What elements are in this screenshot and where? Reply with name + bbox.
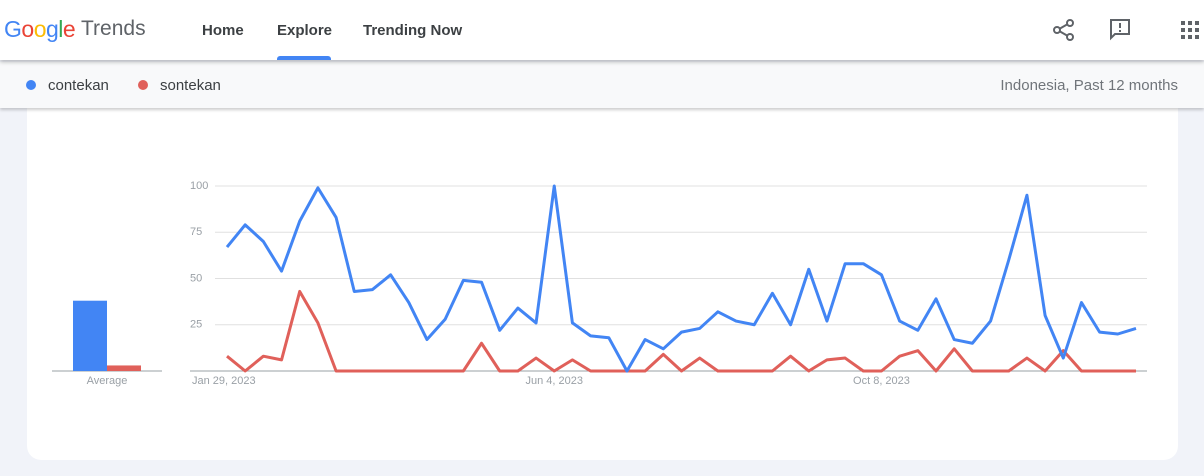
apps-icon[interactable] [1180, 20, 1200, 40]
nav-explore[interactable]: Explore [277, 22, 333, 39]
feedback-icon[interactable] [1108, 17, 1132, 41]
legend-dot [26, 80, 36, 90]
legend-label[interactable]: contekan [48, 77, 109, 94]
series-line [225, 184, 1137, 373]
x-tick-label: Jan 29, 2023 [192, 375, 256, 387]
series-line [226, 289, 1136, 373]
top-bar: Google Trends Home Explore Trending Now [0, 0, 1204, 60]
region-period[interactable]: Indonesia, Past 12 months [1000, 77, 1178, 94]
active-tab-indicator [277, 56, 331, 60]
x-tick-label: Oct 8, 2023 [853, 375, 910, 387]
share-icon[interactable] [1052, 18, 1076, 42]
chart-card [27, 100, 1178, 460]
y-tick-label: 25 [190, 319, 202, 331]
nav-home[interactable]: Home [202, 22, 244, 39]
average-bar [73, 300, 107, 371]
legend-dot [138, 80, 148, 90]
average-bar [107, 365, 141, 371]
product-name: Trends [81, 17, 146, 40]
legend-bar: contekan sontekan Indonesia, Past 12 mon… [0, 62, 1204, 108]
logo[interactable]: Google [4, 16, 76, 42]
y-tick-label: 50 [190, 272, 202, 284]
legend-label[interactable]: sontekan [160, 77, 221, 94]
y-tick-label: 75 [190, 226, 202, 238]
nav-trending[interactable]: Trending Now [363, 22, 463, 39]
average-label: Average [87, 375, 128, 387]
y-tick-label: 100 [190, 180, 208, 192]
x-tick-label: Jun 4, 2023 [525, 375, 583, 387]
